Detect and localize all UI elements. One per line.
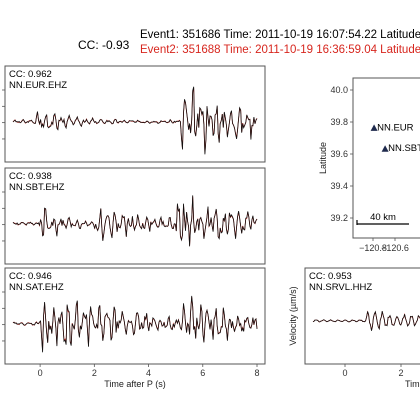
overall-cc-label: CC: -0.93 [78, 38, 130, 52]
map-frame [352, 77, 420, 239]
y-tick-label: 39.8 [330, 117, 348, 127]
scale-bar-label: 40 km [370, 212, 396, 223]
station-marker-label: NN.SBT [388, 143, 420, 154]
y-axis-label: Latitude [318, 142, 328, 174]
y-tick-label: 39.6 [330, 149, 348, 159]
panel-frame-1 [4, 65, 266, 163]
cc-value-label: CC: 0.938 [9, 171, 52, 182]
x-tick-label: 8 [254, 368, 259, 378]
y-tick-label: 40.0 [330, 85, 348, 95]
station-label: NN.EUR.EHZ [9, 80, 67, 91]
x-axis-label: Time after P (s) [104, 379, 166, 389]
cc-value-label: CC: 0.962 [9, 69, 52, 80]
x-tick-label: 0 [342, 368, 347, 378]
event1-trace [12, 195, 258, 247]
station-marker [381, 145, 389, 152]
station-marker [370, 124, 378, 131]
station-label: NN.SRVL.HHZ [309, 282, 372, 293]
y-tick-label: 39.2 [330, 213, 348, 223]
x-tick-label: −120.8 [359, 243, 387, 253]
cc-value-label: CC: 0.946 [9, 271, 52, 282]
event1-trace [12, 86, 258, 155]
event1-info: Event1: 351686 Time: 2011-10-19 16:07:54… [140, 29, 420, 41]
event2-info: Event2: 351688 Time: 2011-10-19 16:36:59… [140, 44, 420, 56]
x-tick-label: 4 [146, 368, 151, 378]
station-label: NN.SBT.EHZ [9, 182, 65, 193]
x-tick-label: 2 [398, 368, 403, 378]
x-tick-label: 6 [200, 368, 205, 378]
y-axis-label: Velocity (µm/s) [288, 286, 298, 345]
panel-frame-3 [4, 267, 266, 365]
event1-trace [12, 295, 258, 353]
y-tick-label: 39.4 [330, 181, 348, 191]
x-tick-label: −120.6 [381, 243, 409, 253]
station-marker-label: NN.EUR [377, 122, 414, 133]
cc-value-label: CC: 0.953 [309, 271, 352, 282]
panel-frame-2 [4, 167, 266, 265]
station-label: NN.SAT.EHZ [9, 282, 64, 293]
x-tick-label: 0 [38, 368, 43, 378]
x-axis-label-partial: Tim [405, 379, 420, 389]
panel-frame-4 [304, 267, 420, 365]
x-tick-label: 2 [92, 368, 97, 378]
event1-trace [312, 310, 420, 331]
